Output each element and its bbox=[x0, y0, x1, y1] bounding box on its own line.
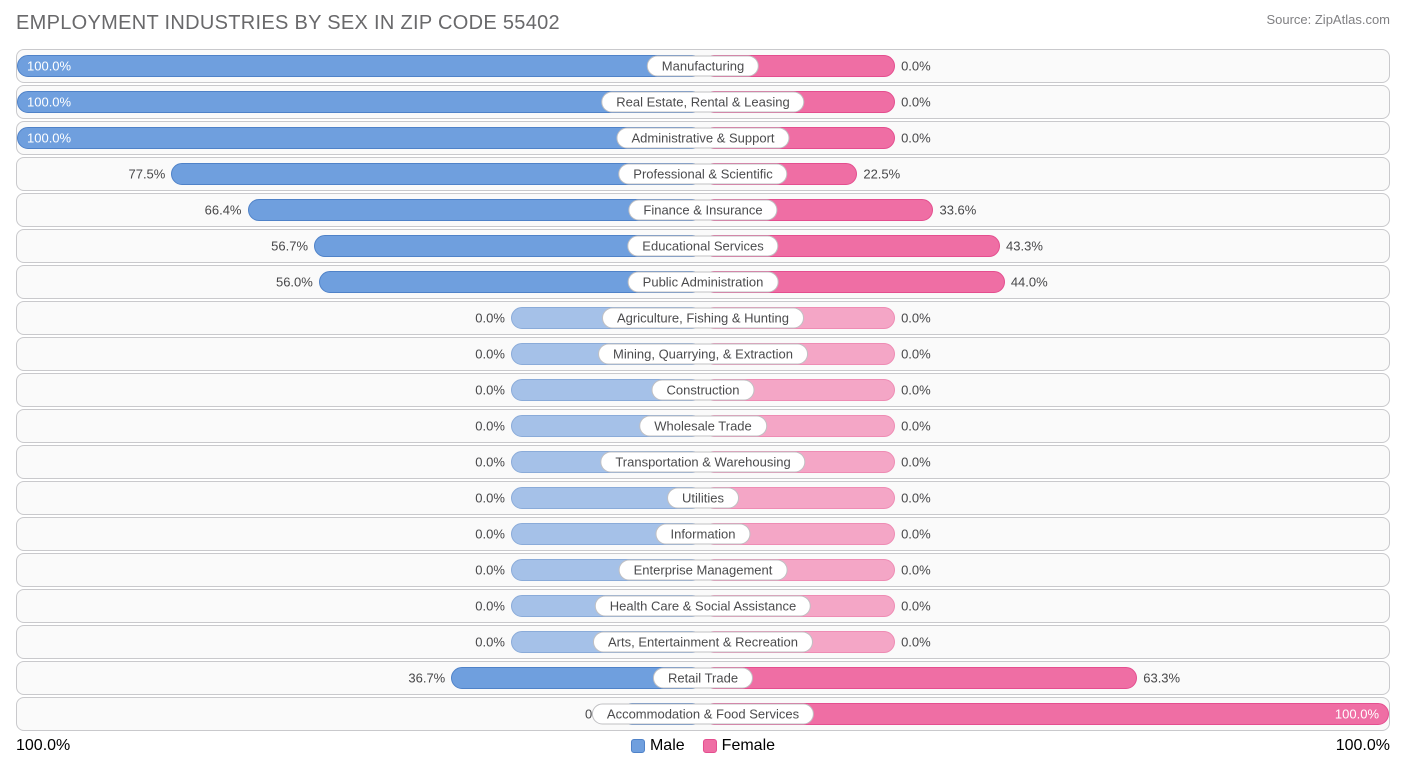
female-pct-label: 100.0% bbox=[1335, 707, 1379, 722]
legend-male-label: Male bbox=[650, 737, 685, 755]
category-label: Accommodation & Food Services bbox=[592, 704, 814, 725]
male-pct-label: 66.4% bbox=[205, 203, 242, 218]
female-pct-label: 0.0% bbox=[901, 455, 931, 470]
male-pct-label: 56.0% bbox=[276, 275, 313, 290]
category-label: Agriculture, Fishing & Hunting bbox=[602, 308, 804, 329]
female-pct-label: 0.0% bbox=[901, 95, 931, 110]
chart-row: 0.0% 0.0% Arts, Entertainment & Recreation bbox=[16, 625, 1390, 659]
chart-row: 0.0% 0.0% Information bbox=[16, 517, 1390, 551]
female-pct-label: 0.0% bbox=[901, 527, 931, 542]
female-pct-label: 0.0% bbox=[901, 131, 931, 146]
category-label: Real Estate, Rental & Leasing bbox=[601, 92, 804, 113]
chart-row: 56.7% 43.3% Educational Services bbox=[16, 229, 1390, 263]
male-pct-label: 100.0% bbox=[27, 131, 71, 146]
chart-row: 0.0% 0.0% Transportation & Warehousing bbox=[16, 445, 1390, 479]
chart-row: 100.0% 0.0% Real Estate, Rental & Leasing bbox=[16, 85, 1390, 119]
category-label: Arts, Entertainment & Recreation bbox=[593, 632, 813, 653]
chart-title: EMPLOYMENT INDUSTRIES BY SEX IN ZIP CODE… bbox=[16, 12, 560, 35]
female-pct-label: 44.0% bbox=[1011, 275, 1048, 290]
female-pct-label: 0.0% bbox=[901, 347, 931, 362]
chart-row: 0.0% 0.0% Health Care & Social Assistance bbox=[16, 589, 1390, 623]
axis-label-right: 100.0% bbox=[1336, 737, 1390, 755]
female-pct-label: 43.3% bbox=[1006, 239, 1043, 254]
chart-header: EMPLOYMENT INDUSTRIES BY SEX IN ZIP CODE… bbox=[16, 12, 1390, 35]
chart-row: 0.0% 0.0% Construction bbox=[16, 373, 1390, 407]
category-label: Professional & Scientific bbox=[618, 164, 787, 185]
male-pct-label: 0.0% bbox=[475, 527, 505, 542]
male-swatch-icon bbox=[631, 739, 645, 753]
category-label: Construction bbox=[652, 380, 755, 401]
male-bar bbox=[17, 127, 703, 149]
chart-footer: 100.0% Male Female 100.0% bbox=[16, 737, 1390, 757]
male-pct-label: 0.0% bbox=[475, 563, 505, 578]
chart-row: 0.0% 0.0% Enterprise Management bbox=[16, 553, 1390, 587]
female-pct-label: 0.0% bbox=[901, 491, 931, 506]
category-label: Retail Trade bbox=[653, 668, 753, 689]
chart-row: 0.0% 0.0% Mining, Quarrying, & Extraction bbox=[16, 337, 1390, 371]
male-pct-label: 0.0% bbox=[475, 347, 505, 362]
chart-row: 0.0%100.0%Accommodation & Food Services bbox=[16, 697, 1390, 731]
male-bar bbox=[17, 91, 703, 113]
category-label: Public Administration bbox=[628, 272, 779, 293]
category-label: Administrative & Support bbox=[616, 128, 789, 149]
category-label: Utilities bbox=[667, 488, 739, 509]
male-pct-label: 100.0% bbox=[27, 95, 71, 110]
female-pct-label: 22.5% bbox=[863, 167, 900, 182]
category-label: Finance & Insurance bbox=[628, 200, 777, 221]
female-pct-label: 0.0% bbox=[901, 419, 931, 434]
female-pct-label: 33.6% bbox=[939, 203, 976, 218]
male-pct-label: 0.0% bbox=[475, 599, 505, 614]
chart-row: 56.0% 44.0% Public Administration bbox=[16, 265, 1390, 299]
female-bar bbox=[703, 667, 1137, 689]
male-pct-label: 0.0% bbox=[475, 419, 505, 434]
chart-row: 0.0% 0.0% Agriculture, Fishing & Hunting bbox=[16, 301, 1390, 335]
chart-row: 100.0% 0.0% Administrative & Support bbox=[16, 121, 1390, 155]
chart-row: 36.7% 63.3% Retail Trade bbox=[16, 661, 1390, 695]
female-pct-label: 0.0% bbox=[901, 383, 931, 398]
legend-female-label: Female bbox=[722, 737, 775, 755]
male-pct-label: 100.0% bbox=[27, 59, 71, 74]
legend-female: Female bbox=[703, 737, 775, 755]
female-swatch-icon bbox=[703, 739, 717, 753]
male-bar bbox=[17, 55, 703, 77]
chart-legend: Male Female bbox=[631, 737, 775, 755]
male-pct-label: 0.0% bbox=[475, 383, 505, 398]
male-pct-label: 0.0% bbox=[475, 635, 505, 650]
chart-row: 77.5% 22.5% Professional & Scientific bbox=[16, 157, 1390, 191]
female-pct-label: 0.0% bbox=[901, 311, 931, 326]
chart-row: 0.0% 0.0% Wholesale Trade bbox=[16, 409, 1390, 443]
chart-row: 0.0% 0.0% Utilities bbox=[16, 481, 1390, 515]
chart-row: 100.0% 0.0% Manufacturing bbox=[16, 49, 1390, 83]
male-pct-label: 77.5% bbox=[128, 167, 165, 182]
axis-label-left: 100.0% bbox=[16, 737, 70, 755]
male-pct-label: 0.0% bbox=[475, 491, 505, 506]
chart-source: Source: ZipAtlas.com bbox=[1266, 12, 1390, 27]
female-pct-label: 63.3% bbox=[1143, 671, 1180, 686]
female-pct-label: 0.0% bbox=[901, 563, 931, 578]
category-label: Health Care & Social Assistance bbox=[595, 596, 811, 617]
category-label: Manufacturing bbox=[647, 56, 759, 77]
female-pct-label: 0.0% bbox=[901, 59, 931, 74]
category-label: Mining, Quarrying, & Extraction bbox=[598, 344, 808, 365]
legend-male: Male bbox=[631, 737, 685, 755]
category-label: Information bbox=[655, 524, 750, 545]
male-pct-label: 0.0% bbox=[475, 455, 505, 470]
category-label: Educational Services bbox=[627, 236, 778, 257]
category-label: Wholesale Trade bbox=[639, 416, 767, 437]
category-label: Transportation & Warehousing bbox=[600, 452, 805, 473]
category-label: Enterprise Management bbox=[619, 560, 788, 581]
male-pct-label: 36.7% bbox=[408, 671, 445, 686]
chart-row: 66.4% 33.6% Finance & Insurance bbox=[16, 193, 1390, 227]
male-pct-label: 56.7% bbox=[271, 239, 308, 254]
diverging-bar-chart: 100.0% 0.0% Manufacturing 100.0% 0.0% Real Es… bbox=[16, 49, 1390, 731]
male-pct-label: 0.0% bbox=[475, 311, 505, 326]
female-pct-label: 0.0% bbox=[901, 599, 931, 614]
female-pct-label: 0.0% bbox=[901, 635, 931, 650]
